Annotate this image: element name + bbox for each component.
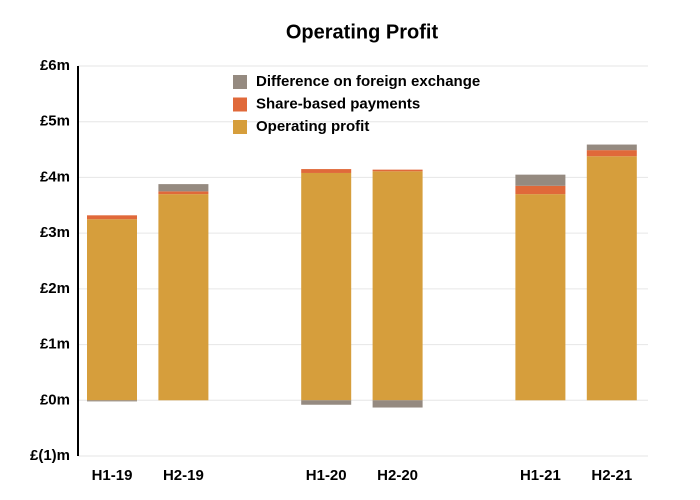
bar-segment	[372, 400, 423, 408]
y-tick-label: £4m	[40, 168, 70, 185]
bar-segment	[586, 144, 637, 151]
bar-segment	[158, 194, 209, 401]
bar-segment	[301, 169, 352, 173]
legend-label: Difference on foreign exchange	[256, 73, 480, 90]
bar-segment	[87, 215, 137, 220]
bar-segment	[158, 184, 209, 192]
y-tick-label: £6m	[40, 57, 70, 74]
y-tick-label: £2m	[40, 280, 70, 297]
x-tick-label: H2-21	[591, 467, 632, 484]
x-tick-label: H1-20	[306, 467, 347, 484]
y-tick-label: £3m	[40, 224, 70, 241]
bar-segment	[372, 169, 423, 172]
x-tick-label: H1-19	[92, 467, 133, 484]
y-tick-label: £(1)m	[30, 447, 70, 464]
bar-segment	[87, 219, 137, 401]
legend-swatch	[233, 120, 247, 134]
x-tick-label: H2-20	[377, 467, 418, 484]
y-tick-label: £5m	[40, 113, 70, 130]
y-tick-label: £0m	[40, 391, 70, 408]
bar-segment	[515, 174, 566, 186]
chart-title: Operating Profit	[286, 21, 439, 43]
bar-segment	[586, 150, 637, 157]
y-tick-label: £1m	[40, 336, 70, 353]
bar-segment	[301, 172, 352, 401]
x-tick-label: H2-19	[163, 467, 204, 484]
bar-segment	[301, 400, 352, 405]
legend-swatch	[233, 75, 247, 89]
x-tick-label: H1-21	[520, 467, 561, 484]
legend-label: Operating profit	[256, 118, 369, 135]
bar-segment	[586, 156, 637, 401]
bar-segment	[87, 400, 137, 402]
bar-segment	[372, 171, 423, 401]
bar-segment	[515, 185, 566, 195]
legend-swatch	[233, 97, 247, 112]
bar-segment	[158, 191, 209, 195]
legend-label: Share-based payments	[256, 95, 420, 112]
bar-segment	[515, 194, 566, 401]
